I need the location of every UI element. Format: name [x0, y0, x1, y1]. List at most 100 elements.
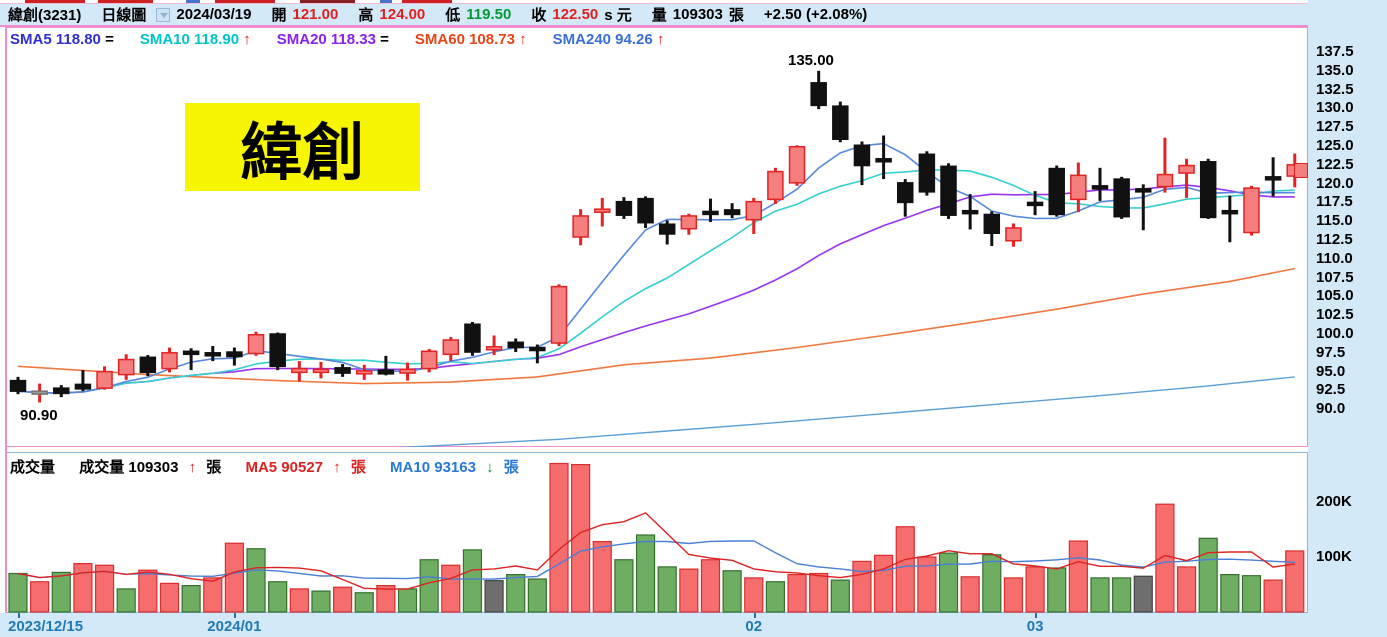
candle-body: [745, 200, 763, 221]
candle-body: [875, 158, 892, 163]
volume-bar: [895, 526, 915, 613]
volume-bar: [462, 549, 483, 613]
sma-legend-item: SMA20 118.33 =: [276, 31, 389, 48]
volume-bar: [1176, 566, 1197, 613]
volume-bar: [1068, 540, 1088, 613]
price-axis-label: 135.0: [1316, 61, 1354, 79]
candle-body: [723, 209, 741, 216]
low-label: 低: [445, 7, 461, 24]
date-axis-label: 03: [1026, 618, 1044, 635]
candle-body: [1048, 167, 1065, 216]
volume-bars-group: [8, 462, 1305, 613]
volume-ma10-down-arrow: ↓: [486, 459, 494, 476]
price-axis-label: 102.5: [1316, 306, 1354, 324]
candle-body: [247, 334, 265, 355]
volume-up-arrow: ↑: [188, 459, 197, 476]
volume-bar: [938, 552, 959, 613]
chart-type-label[interactable]: 日線圖: [101, 7, 147, 24]
stock-name-watermark: 緯創: [185, 103, 420, 191]
price-axis-label: 120.0: [1316, 174, 1354, 192]
sma60-line: [17, 267, 1295, 385]
candle-body: [53, 387, 70, 395]
candle-body: [658, 223, 676, 235]
volume-ma5-up-arrow: ↑: [333, 459, 341, 476]
date-axis-label: 02: [745, 618, 763, 635]
volume-ma5-line: [17, 512, 1295, 590]
price-axis-label: 110.0: [1316, 249, 1353, 267]
candlestick-chart[interactable]: [6, 27, 1306, 447]
price-axis-label: 122.5: [1316, 155, 1354, 173]
price-axis-label: 105.0: [1316, 287, 1354, 305]
price-axis-label: 107.5: [1316, 268, 1354, 286]
volume-bar: [484, 580, 504, 613]
date-axis-panel: 2023/12/15 2024/01 02 03: [0, 613, 1308, 637]
volume-bar: [8, 572, 28, 613]
candle-body: [507, 341, 524, 349]
candle-body: [940, 165, 957, 216]
volume-bar: [549, 462, 569, 613]
volume-ma5-text: MA5 90527: [245, 459, 324, 476]
volume-bar: [397, 588, 418, 613]
volume-bar: [441, 564, 461, 613]
candle-body: [572, 215, 589, 238]
price-axis-label: 117.5: [1316, 193, 1353, 211]
volume-bar: [700, 559, 721, 613]
change-value: +2.50 (+2.08%): [763, 6, 868, 23]
volume-bar: [1025, 566, 1045, 613]
candle-body: [1113, 178, 1130, 218]
candle-body: [312, 368, 330, 374]
volume-label: 量: [651, 7, 667, 24]
candle-body: [594, 208, 611, 213]
close-label: 收: [531, 7, 547, 24]
volume-current-unit: 張: [206, 459, 222, 476]
quote-date: 2024/03/19: [176, 6, 252, 23]
candle-body: [788, 146, 806, 184]
price-axis-label: 90.0: [1316, 400, 1346, 418]
candle-body: [810, 82, 827, 107]
volume-chart[interactable]: [6, 452, 1306, 613]
candle-body: [702, 210, 719, 216]
chevron-down-icon[interactable]: [156, 7, 171, 22]
price-axis-label: 137.5: [1316, 43, 1354, 60]
volume-bar: [159, 582, 180, 613]
stock-name: 緯創(3231): [8, 7, 82, 24]
candle-body: [983, 213, 1001, 234]
candle-body: [1091, 185, 1109, 190]
candle-body: [442, 339, 460, 356]
candle-body: [1070, 174, 1087, 201]
volume-ma5-unit: 張: [350, 459, 366, 476]
volume-bar: [571, 463, 591, 613]
volume-ma10-unit: 張: [503, 459, 519, 476]
price-axis-label: 115.0: [1316, 212, 1353, 230]
sma5-line: [17, 142, 1295, 394]
candle-body: [680, 215, 698, 230]
volume-bar: [635, 534, 656, 613]
price-chart-pane[interactable]: [5, 27, 1308, 447]
price-axis-label: 97.5: [1316, 343, 1346, 361]
volume-bar: [30, 581, 50, 613]
volume-bar: [614, 559, 634, 613]
sma-legend-row: SMA5 118.80 = SMA10 118.90 ↑ SMA20 118.33 …: [10, 31, 690, 48]
volume-bar: [311, 590, 331, 613]
candle-body: [1026, 201, 1044, 207]
volume-bar: [138, 569, 158, 613]
volume-ma10-line: [17, 540, 1295, 580]
candle-body: [1135, 188, 1152, 193]
candle-body: [961, 209, 979, 215]
volume-ma10-text: MA10 93163: [390, 459, 476, 476]
candle-body: [529, 346, 546, 352]
volume-bar: [333, 586, 353, 613]
price-axis-label: 132.5: [1316, 80, 1354, 98]
date-axis-tick: [753, 613, 756, 618]
candle-body: [832, 105, 849, 140]
candle-body: [161, 352, 178, 370]
price-axis-label: 127.5: [1316, 118, 1354, 136]
candle-body: [1221, 209, 1239, 215]
volume-bar: [289, 588, 309, 613]
candle-body: [74, 383, 92, 390]
candle-body: [204, 352, 222, 357]
open-label: 開: [271, 7, 287, 24]
volume-bar: [744, 577, 764, 613]
volume-axis-label: 200K: [1316, 493, 1352, 510]
low-value: 119.50: [466, 6, 512, 23]
